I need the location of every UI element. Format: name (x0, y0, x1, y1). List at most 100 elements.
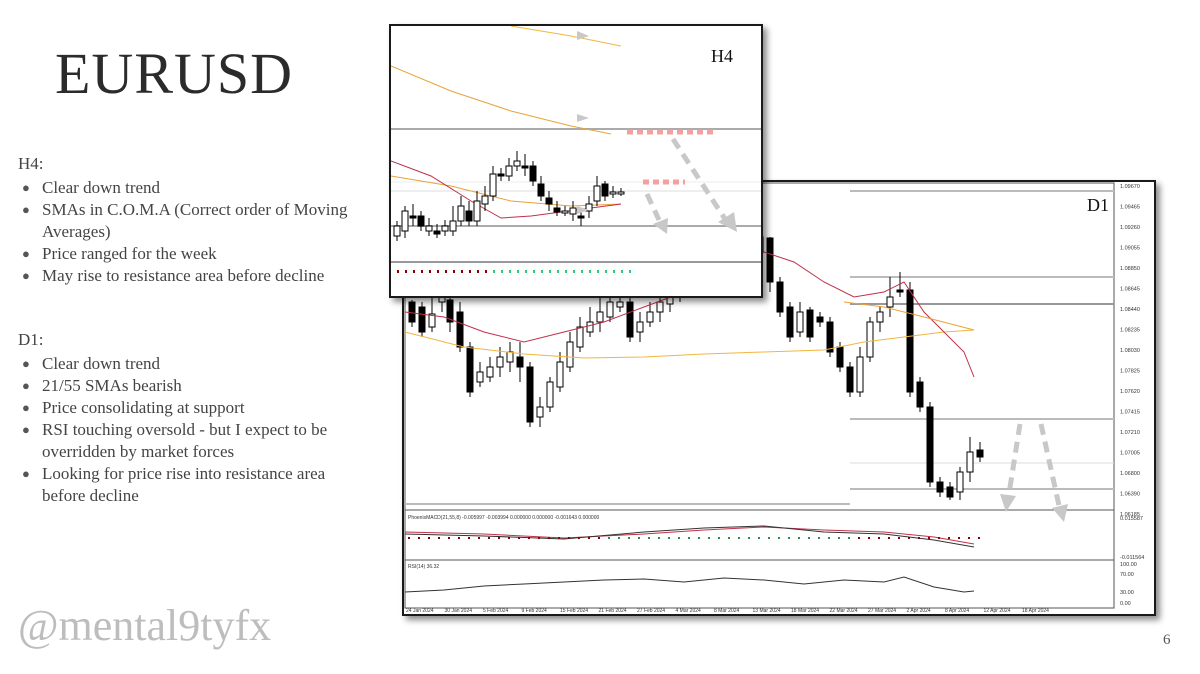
rsi-line (404, 576, 975, 593)
date-tick-label: 2 Apr 2024 (907, 608, 931, 614)
rsi-tick-label: 0.00 (1120, 601, 1131, 607)
macd-histogram-dot (828, 537, 830, 539)
price-tick-label: 1.08030 (1120, 348, 1140, 354)
d1-forecast-arrow (1038, 423, 1068, 522)
h4-macd-dot (397, 270, 399, 273)
bull-candle (428, 313, 436, 328)
h4-macd-dot (461, 270, 463, 273)
h4-timeframe-label: H4 (711, 46, 733, 66)
h4-forecast-arrow (644, 192, 668, 234)
bull-candle (606, 301, 614, 318)
macd-histogram-dot (438, 537, 440, 539)
bear-candle (776, 281, 784, 313)
h4-forecast-arrow (670, 137, 737, 232)
h4-macd-dot (517, 270, 519, 273)
h4-bullet: SMAs in C.O.M.A (Correct order of Moving… (18, 199, 368, 243)
bear-candle (418, 306, 426, 333)
bear-candle (766, 237, 774, 283)
d1-timeframe-label: D1 (1087, 195, 1109, 215)
h4-macd-dot (413, 270, 415, 273)
sma-mid-line (843, 301, 975, 331)
h4-macd-dot (549, 270, 551, 273)
h4-macd-dot (613, 270, 615, 273)
bull-candle (617, 191, 625, 195)
macd-histogram-dot (908, 537, 910, 539)
macd-histogram-dot (498, 537, 500, 539)
macd-histogram-dot (708, 537, 710, 539)
price-tick-label: 1.07415 (1120, 410, 1140, 416)
date-tick-label: 21 Feb 2024 (599, 608, 627, 614)
bear-candle (417, 215, 425, 227)
h4-bullet: Price ranged for the week (18, 243, 368, 265)
macd-histogram-dot (748, 537, 750, 539)
price-tick-label: 1.08235 (1120, 328, 1140, 334)
h4-sma-mid-line (391, 65, 612, 135)
bear-candle (497, 173, 505, 177)
macd-histogram-dot (408, 537, 410, 539)
h4-macd-dot (629, 270, 631, 273)
date-tick-label: 27 Feb 2024 (637, 608, 665, 614)
bear-candle (433, 230, 441, 235)
d1-bullet: Clear down trend (18, 353, 368, 375)
macd-histogram-dot (448, 537, 450, 539)
date-tick-label: 24 Jan 2024 (406, 608, 434, 614)
bear-candle (529, 165, 537, 182)
bull-candle (876, 311, 884, 323)
bear-candle (626, 301, 634, 338)
macd-histogram-dot (878, 537, 880, 539)
macd-histogram-dot (648, 537, 650, 539)
macd-histogram-dot (528, 537, 530, 539)
macd-histogram-dot (808, 537, 810, 539)
h4-macd-dot (557, 270, 559, 273)
bear-candle (466, 346, 474, 393)
bear-candle (408, 301, 416, 323)
bull-candle (586, 321, 594, 333)
bull-candle (489, 173, 497, 197)
macd-histogram-dot (788, 537, 790, 539)
macd-histogram-dot (898, 537, 900, 539)
bear-candle (516, 356, 524, 368)
h4-macd-dot (501, 270, 503, 273)
macd-histogram-dot (738, 537, 740, 539)
macd-histogram-dot (778, 537, 780, 539)
bear-candle (916, 381, 924, 408)
h4-resistance-zone (627, 129, 717, 185)
price-tick-label: 1.07825 (1120, 369, 1140, 375)
rsi-tick-label: 100.00 (1120, 562, 1137, 568)
macd-histogram-dot (558, 537, 560, 539)
h4-bullet-list: Clear down trend SMAs in C.O.M.A (Correc… (18, 177, 368, 287)
h4-macd-dot (405, 270, 407, 273)
h4-bullet: May rise to resistance area before decli… (18, 265, 368, 287)
bear-candle (806, 309, 814, 338)
date-tick-label: 15 Feb 2024 (560, 608, 588, 614)
macd-histogram-dot (628, 537, 630, 539)
bear-candle (601, 183, 609, 197)
macd-histogram-dot (618, 537, 620, 539)
bear-candle (545, 197, 553, 205)
bull-candle (481, 195, 489, 205)
price-tick-label: 1.09465 (1120, 205, 1140, 211)
date-tick-label: 22 Mar 2024 (830, 608, 858, 614)
macd-histogram-dot (638, 537, 640, 539)
macd-histogram-dot (508, 537, 510, 539)
bull-candle (646, 311, 654, 323)
h4-macd-dot (477, 270, 479, 273)
macd-histogram-dot (588, 537, 590, 539)
d1-bullet-list: Clear down trend 21/55 SMAs bearish Pric… (18, 353, 368, 507)
bull-candle (569, 207, 577, 215)
price-tick-label: 1.09670 (1120, 184, 1140, 190)
macd-histogram-dot (758, 537, 760, 539)
bear-candle (846, 366, 854, 393)
bear-candle (926, 406, 934, 483)
d1-heading: D1: (18, 330, 44, 349)
bear-candle (826, 321, 834, 353)
h4-macd-dot (445, 270, 447, 273)
macd-histogram-dot (768, 537, 770, 539)
price-tick-label: 1.06390 (1120, 492, 1140, 498)
bull-candle (556, 361, 564, 388)
macd-histogram-dot (578, 537, 580, 539)
bull-candle (956, 471, 964, 493)
price-tick-label: 1.09260 (1120, 225, 1140, 231)
macd-histogram-dot (718, 537, 720, 539)
macd-histogram-dot (838, 537, 840, 539)
